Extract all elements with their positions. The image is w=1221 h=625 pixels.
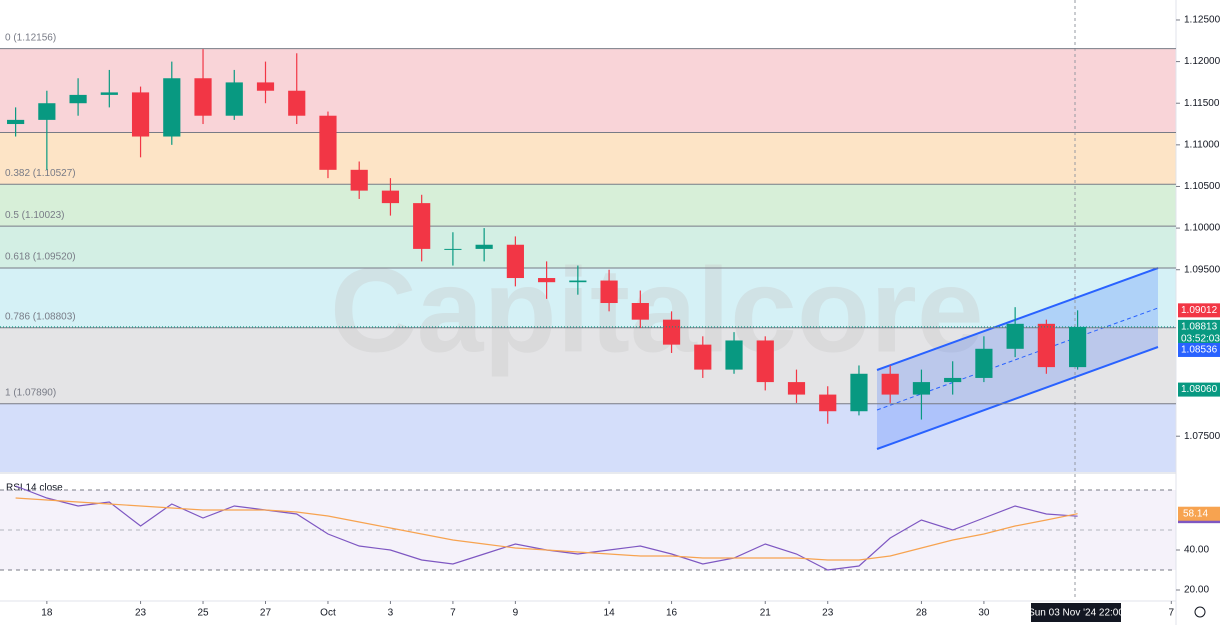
candle-body — [288, 90, 306, 116]
x-tick-label: 27 — [260, 608, 272, 619]
candle-body — [1006, 323, 1024, 349]
candle-body — [319, 115, 337, 170]
price-tag-label: 1.08813 — [1181, 322, 1218, 333]
candle-body — [1069, 326, 1087, 368]
fib-label: 0 (1.12156) — [5, 32, 56, 43]
y-tick-label: 1.09500 — [1184, 264, 1221, 275]
candle-body — [819, 394, 837, 412]
candle-body — [225, 82, 243, 116]
price-tag-label: 1.09012 — [1181, 305, 1218, 316]
y-tick-label: 1.12500 — [1184, 15, 1221, 26]
y-tick-label: 1.10500 — [1184, 181, 1221, 192]
settings-icon[interactable] — [1194, 606, 1206, 618]
x-tick-label: 7 — [450, 608, 456, 619]
x-tick-label: 25 — [197, 608, 209, 619]
candle-body — [881, 373, 899, 395]
candle-body — [69, 94, 87, 104]
candle-body — [163, 78, 181, 137]
rsi-line — [15, 497, 1078, 561]
candle-body — [350, 169, 368, 191]
fib-zone — [0, 132, 1176, 185]
candle-body — [381, 190, 400, 204]
price-tag-label: 1.08536 — [1181, 345, 1218, 356]
y-tick-label: 1.12000 — [1184, 56, 1221, 67]
candle-body — [194, 78, 212, 116]
candle-body — [600, 280, 618, 304]
rsi-tag-label: 58.14 — [1183, 508, 1208, 519]
channel-top — [876, 267, 1159, 371]
candle-body — [100, 92, 118, 95]
x-tick-label: Oct — [320, 608, 336, 619]
price-tag — [1178, 303, 1220, 318]
candle-body — [131, 92, 150, 137]
fib-label: 0.382 (1.10527) — [5, 168, 76, 179]
candle-body — [756, 340, 774, 383]
x-tick-label: 9 — [513, 608, 519, 619]
fib-label: 1 (1.07890) — [5, 387, 56, 398]
x-tick-label: 14 — [604, 608, 616, 619]
candle-body — [569, 280, 587, 283]
price-tag — [1178, 342, 1220, 357]
x-tick-label: 7 — [1169, 608, 1175, 619]
candle-body — [538, 278, 556, 283]
candle-body — [662, 319, 681, 345]
rsi-tick-label: 20.00 — [1184, 585, 1209, 596]
x-tick-label: 23 — [135, 608, 147, 619]
candle-body — [850, 373, 868, 412]
y-tick-label: 1.11000 — [1184, 139, 1220, 150]
rsi-tick-label: 40.00 — [1184, 545, 1209, 556]
candle-body — [444, 248, 462, 250]
x-tick-label: 23 — [822, 608, 834, 619]
fib-zone — [0, 403, 1176, 472]
candle-body — [912, 382, 931, 395]
fib-label: 0.618 (1.09520) — [5, 252, 76, 263]
rsi-tag — [1178, 506, 1220, 521]
cursor-tag — [1031, 603, 1121, 622]
y-tick-label: 1.07500 — [1184, 431, 1221, 442]
candle-body — [975, 348, 993, 378]
price-tag — [1178, 319, 1220, 346]
candle-body — [1037, 323, 1055, 368]
price-tag-label: 1.08060 — [1181, 384, 1218, 395]
x-tick-label: 3 — [388, 608, 394, 619]
fib-zone — [0, 226, 1176, 269]
candle-body — [787, 382, 806, 395]
candle-body — [694, 344, 712, 370]
x-tick-label: 28 — [916, 608, 928, 619]
candle-body — [944, 377, 962, 383]
countdown: 03:52:03 — [1181, 334, 1220, 345]
candle-body — [7, 119, 25, 125]
rsi-title: RSI 14 close — [6, 483, 63, 494]
y-tick-label: 1.11500 — [1184, 98, 1220, 109]
candle-body — [38, 103, 56, 120]
fib-label: 0.5 (1.10023) — [5, 210, 65, 221]
candle-body — [725, 340, 743, 370]
cursor-label: Sun 03 Nov '24 22:00 — [1028, 608, 1124, 619]
channel-bottom — [876, 346, 1159, 450]
fib-label: 0.786 (1.08803) — [5, 311, 76, 322]
price-tag — [1178, 382, 1220, 397]
x-tick-label: 16 — [666, 608, 678, 619]
x-tick-label: 18 — [41, 608, 53, 619]
candle-body — [475, 244, 493, 249]
candle-body — [506, 244, 524, 279]
fib-zone — [0, 268, 1176, 328]
candle-body — [413, 203, 431, 249]
watermark: Capitalcore — [330, 244, 984, 378]
x-tick-label: 21 — [760, 608, 772, 619]
x-tick-label: 30 — [978, 608, 990, 619]
candle-body — [256, 82, 275, 91]
fib-zone — [0, 184, 1176, 227]
candle-body — [631, 303, 649, 320]
y-tick-label: 1.10000 — [1184, 223, 1221, 234]
